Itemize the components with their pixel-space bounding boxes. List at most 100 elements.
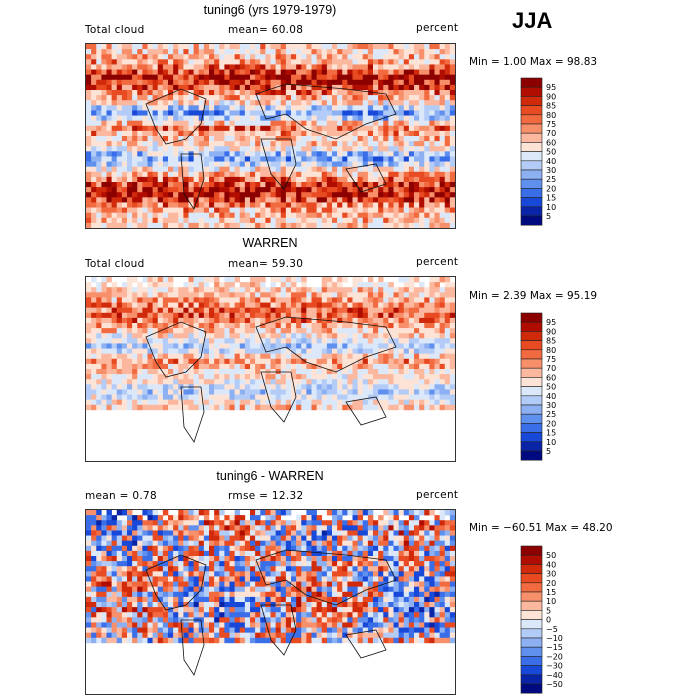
- map-cell: [203, 100, 210, 106]
- map-cell: [311, 156, 317, 162]
- map-cell: [270, 125, 276, 132]
- map-cell: [152, 515, 159, 521]
- map-cell: [347, 202, 353, 208]
- map-cell: [316, 535, 323, 541]
- map-cell: [275, 317, 282, 324]
- map-cell: [316, 212, 323, 219]
- panel-1-minmax: Min = 1.00 Max = 98.83: [469, 56, 598, 68]
- map-cell: [275, 348, 282, 354]
- map-cell: [116, 120, 123, 127]
- map-cell: [142, 69, 148, 75]
- map-cell: [96, 202, 102, 208]
- map-cell: [234, 120, 241, 127]
- map-cell: [214, 343, 220, 349]
- map-cell: [316, 90, 323, 96]
- map-cell: [367, 323, 374, 329]
- map-cell: [301, 292, 307, 298]
- map-cell: [121, 363, 128, 370]
- map-cell: [162, 130, 169, 137]
- map-cell: [296, 176, 302, 183]
- map-cell: [357, 317, 364, 324]
- map-cell: [116, 358, 123, 365]
- map-cell: [188, 44, 194, 50]
- map-cell: [116, 333, 123, 339]
- map-cell: [121, 328, 128, 334]
- map-cell: [393, 525, 399, 531]
- map-cell: [111, 394, 118, 400]
- map-cell: [434, 171, 440, 178]
- map-cell: [132, 333, 138, 339]
- map-cell: [357, 520, 364, 526]
- map-cell: [424, 389, 430, 395]
- map-cell: [214, 182, 220, 188]
- map-cell: [306, 105, 312, 111]
- map-cell: [265, 212, 271, 219]
- map-cell: [86, 292, 92, 298]
- map-cell: [296, 333, 302, 339]
- map-cell: [188, 115, 194, 121]
- map-cell: [280, 95, 287, 101]
- map-cell: [183, 59, 189, 65]
- map-cell: [265, 363, 271, 370]
- map-cell: [449, 192, 455, 198]
- map-cell: [378, 217, 384, 224]
- map-cell: [142, 182, 148, 188]
- map-cell: [162, 136, 169, 142]
- map-cell: [337, 79, 343, 86]
- map-cell: [147, 307, 153, 314]
- map-cell: [162, 146, 169, 152]
- map-cell: [137, 161, 143, 167]
- map-cell: [367, 161, 374, 167]
- map-cell: [260, 69, 266, 75]
- map-cell: [219, 136, 225, 142]
- map-cell: [188, 59, 194, 65]
- map-cell: [234, 302, 241, 308]
- map-cell: [224, 282, 230, 288]
- map-cell: [285, 59, 292, 65]
- map-cell: [270, 151, 276, 157]
- map-cell: [173, 358, 179, 365]
- map-cell: [265, 207, 271, 213]
- map-cell: [367, 374, 374, 380]
- map-cell: [449, 297, 455, 303]
- map-cell: [337, 212, 343, 219]
- map-cell: [250, 100, 256, 106]
- map-cell: [157, 49, 164, 55]
- map-cell: [332, 384, 338, 390]
- map-cell: [224, 525, 230, 531]
- map-cell: [96, 136, 102, 142]
- map-cell: [137, 348, 143, 354]
- map-cell: [121, 105, 128, 111]
- map-cell: [362, 328, 369, 334]
- map-cell: [378, 540, 384, 547]
- map-cell: [403, 317, 410, 324]
- map-cell: [137, 136, 143, 142]
- map-cell: [270, 307, 276, 314]
- map-cell: [209, 202, 215, 208]
- map-cell: [86, 49, 92, 55]
- map-cell: [86, 525, 92, 531]
- map-cell: [280, 394, 287, 400]
- map-cell: [393, 49, 399, 55]
- map-cell: [147, 187, 153, 193]
- map-cell: [321, 540, 328, 547]
- map-cell: [434, 384, 440, 390]
- map-cell: [255, 338, 261, 344]
- map-cell: [178, 59, 184, 65]
- map-cell: [311, 404, 317, 411]
- map-cell: [414, 363, 420, 370]
- map-cell: [306, 535, 312, 541]
- map-cell: [91, 120, 97, 127]
- map-cell: [393, 363, 399, 370]
- map-cell: [301, 84, 307, 91]
- map-cell: [383, 282, 389, 288]
- map-cell: [214, 49, 220, 55]
- map-cell: [203, 297, 210, 303]
- map-cell: [296, 394, 302, 400]
- map-cell: [362, 384, 369, 390]
- coastline: [145, 321, 207, 378]
- map-cell: [152, 156, 159, 162]
- map-cell: [398, 105, 405, 111]
- colorbar-tick-label: 85: [546, 337, 556, 346]
- map-cell: [183, 156, 189, 162]
